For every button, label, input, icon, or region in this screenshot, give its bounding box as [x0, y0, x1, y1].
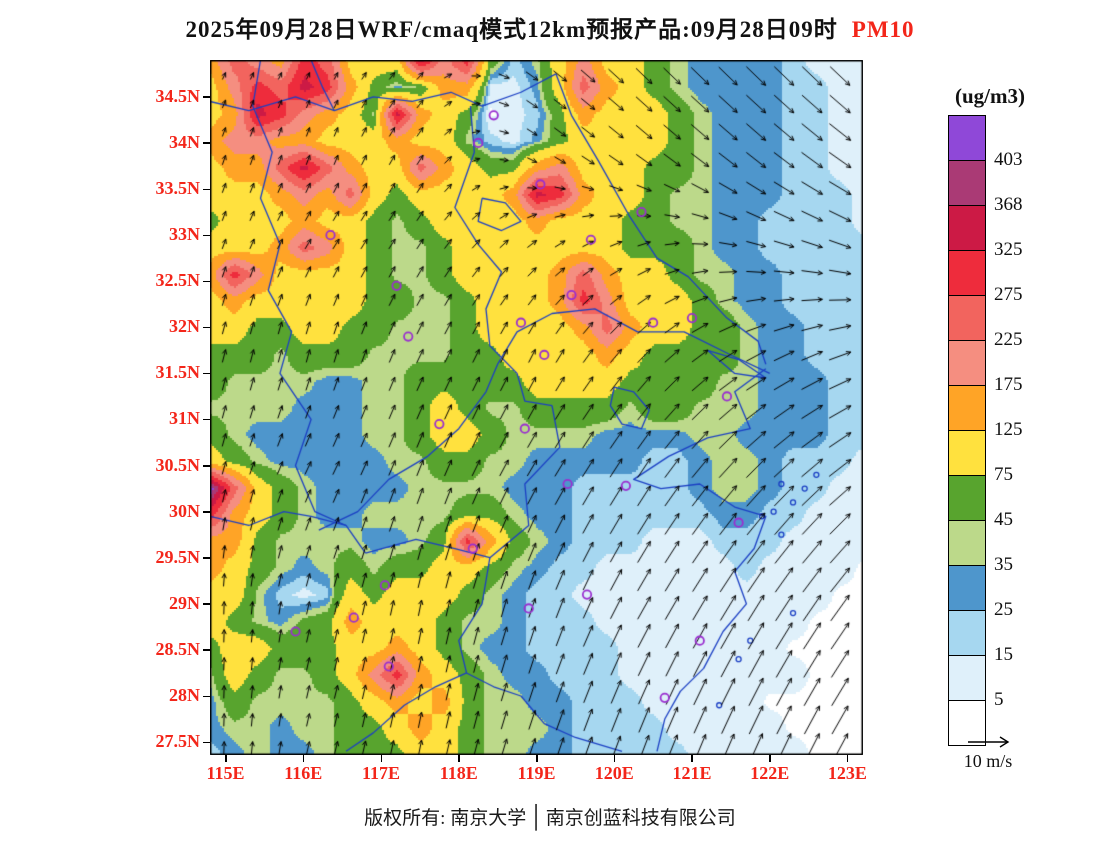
colorbar-cell — [948, 700, 986, 746]
lat-tick-mark — [203, 741, 210, 744]
lat-tick-label: 31.5N — [155, 362, 201, 383]
lat-tick-label: 32N — [169, 316, 200, 337]
lat-tick-mark — [203, 695, 210, 697]
lat-tick-mark — [203, 234, 210, 237]
lat-tick-label: 30.5N — [155, 454, 201, 475]
colorbar-cell — [948, 565, 986, 611]
lat-tick-mark — [203, 557, 210, 559]
lat-tick-label: 30N — [169, 500, 200, 521]
title-pollutant-label: PM10 — [851, 17, 915, 42]
lon-tick-mark — [769, 755, 771, 762]
lat-tick-mark — [203, 603, 210, 605]
lon-tick-label: 117E — [362, 763, 401, 783]
lat-tick-label: 32.5N — [155, 270, 201, 291]
colorbar-tick-label: 15 — [994, 644, 1013, 665]
lat-tick-label: 27.5N — [155, 731, 201, 752]
copyright: 版权所有: 南京大学│ 南京创蓝科技有限公司 — [0, 803, 1100, 830]
copyright-owner: 版权所有: 南京大学 — [364, 808, 527, 829]
wind-scale-label: 10 m/s — [963, 751, 1013, 771]
lon-tick-label: 122E — [750, 763, 790, 783]
colorbar-cell — [948, 655, 986, 701]
pm10-map-canvas — [210, 60, 863, 755]
colorbar-cell — [948, 430, 986, 476]
colorbar-cell — [948, 160, 986, 206]
lat-tick-mark — [203, 142, 210, 144]
lon-tick-label: 120E — [594, 763, 634, 783]
lon-tick-label: 123E — [827, 763, 867, 783]
wind-scale-arrow-icon — [968, 736, 1010, 748]
colorbar-tick-label: 325 — [994, 239, 1023, 260]
colorbar-cell — [948, 115, 986, 161]
lat-tick-label: 29N — [169, 592, 200, 613]
lat-tick-label: 29.5N — [155, 546, 201, 567]
lon-tick-label: 115E — [206, 763, 245, 783]
colorbar-cell — [948, 475, 986, 521]
lon-tick-mark — [691, 755, 693, 762]
colorbar-cell — [948, 295, 986, 341]
lat-tick-mark — [203, 418, 210, 421]
lon-tick-label: 121E — [672, 763, 712, 783]
lon-tick-label: 119E — [517, 763, 556, 783]
page-title: 2025年09月28日WRF/cmaq模式12km预报产品:09月28日09时 P… — [0, 10, 1100, 44]
copyright-company: 南京创蓝科技有限公司 — [545, 808, 736, 829]
colorbar-tick-label: 5 — [994, 689, 1004, 710]
lon-tick-mark — [846, 755, 849, 762]
lat-tick-label: 28.5N — [155, 638, 201, 659]
lat-tick-label: 31N — [169, 408, 200, 429]
lon-tick-mark — [458, 755, 460, 762]
lat-tick-mark — [203, 649, 210, 651]
lat-tick-mark — [203, 326, 210, 329]
colorbar-unit-label: (ug/m3) — [955, 84, 1025, 108]
colorbar-cell — [948, 340, 986, 386]
lon-tick-mark — [302, 755, 305, 762]
lat-tick-label: 33N — [169, 224, 200, 245]
colorbar-cell — [948, 610, 986, 656]
lat-tick-label: 34N — [169, 131, 200, 152]
lat-tick-label: 34.5N — [155, 85, 201, 106]
lon-tick-label: 116E — [284, 763, 323, 783]
colorbar-tick-label: 125 — [994, 419, 1023, 440]
lat-tick-mark — [203, 372, 210, 375]
lat-tick-mark — [203, 511, 210, 513]
colorbar-cell — [948, 385, 986, 431]
lat-tick-mark — [203, 96, 210, 98]
lat-tick-mark — [203, 280, 210, 283]
lat-tick-mark — [203, 188, 210, 191]
colorbar-tick-label: 75 — [994, 464, 1013, 485]
colorbar-tick-label: 275 — [994, 284, 1023, 305]
lat-tick-label: 33.5N — [155, 178, 201, 199]
lon-tick-mark — [536, 755, 538, 762]
wind-scale: 10 m/s — [948, 734, 1028, 772]
lat-tick-mark — [203, 465, 210, 467]
lon-tick-mark — [613, 755, 616, 762]
title-text: 2025年09月28日WRF/cmaq模式12km预报产品:09月28日09时 — [185, 17, 838, 42]
colorbar-tick-label: 368 — [994, 194, 1023, 215]
colorbar-tick-label: 45 — [994, 509, 1013, 530]
colorbar-tick-label: 225 — [994, 329, 1023, 350]
lat-tick-label: 28N — [169, 685, 200, 705]
colorbar-cell — [948, 520, 986, 566]
colorbar-tick-label: 175 — [994, 374, 1023, 395]
lon-tick-label: 118E — [439, 763, 478, 783]
lon-tick-mark — [225, 755, 227, 762]
colorbar-tick-label: 35 — [994, 554, 1013, 575]
colorbar-cell — [948, 205, 986, 251]
lon-tick-mark — [380, 755, 383, 762]
colorbar-tick-label: 403 — [994, 149, 1023, 170]
copyright-divider: │ — [528, 804, 544, 829]
colorbar-cell — [948, 250, 986, 296]
colorbar-tick-label: 25 — [994, 599, 1013, 620]
